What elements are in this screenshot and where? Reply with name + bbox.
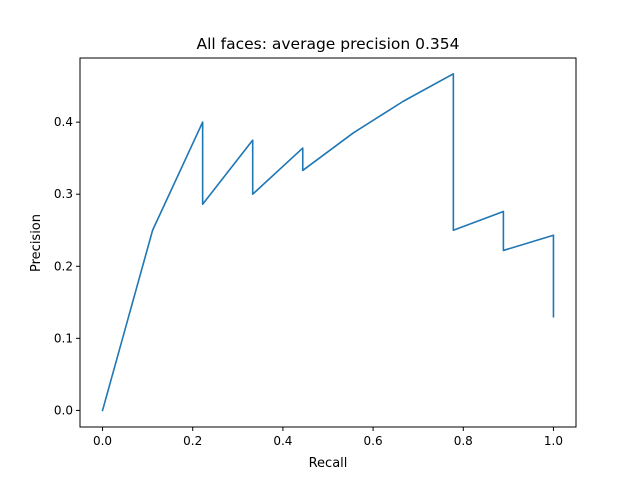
x-tick-label: 0.8 <box>454 434 473 448</box>
x-axis-ticks: 0.0 0.2 0.4 0.6 0.8 1.0 <box>93 427 563 448</box>
y-tick-label: 0.4 <box>54 115 73 129</box>
x-tick-label: 1.0 <box>544 434 563 448</box>
x-axis-label: Recall <box>309 456 348 471</box>
plot-area <box>101 73 555 412</box>
y-tick-label: 0.2 <box>54 259 73 273</box>
series-line-0 <box>101 73 555 412</box>
y-axis-ticks: 0.0 0.1 0.2 0.3 0.4 <box>54 115 80 417</box>
y-tick-label: 0.3 <box>54 187 73 201</box>
y-tick-label: 0.1 <box>54 331 73 345</box>
chart-title: All faces: average precision 0.354 <box>197 35 460 53</box>
axes-frame <box>79 57 577 428</box>
y-axis-label: Precision <box>29 214 44 272</box>
x-tick-label: 0.0 <box>93 434 112 448</box>
x-tick-label: 0.2 <box>183 434 202 448</box>
x-tick-label: 0.6 <box>364 434 383 448</box>
y-tick-label: 0.0 <box>54 403 73 417</box>
x-tick-label: 0.4 <box>273 434 292 448</box>
